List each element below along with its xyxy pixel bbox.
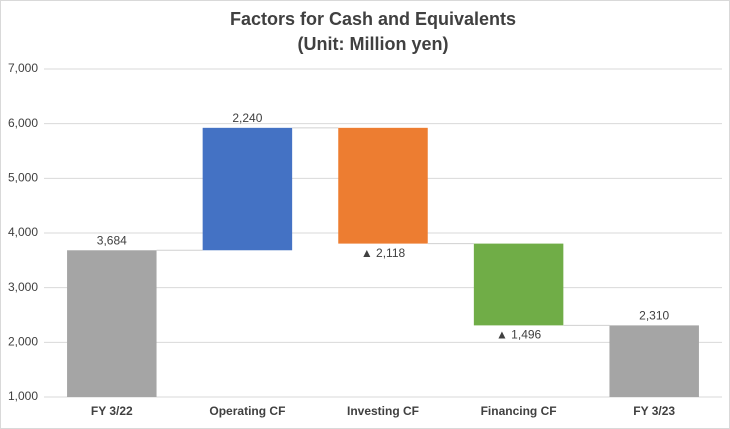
- bar: [67, 250, 157, 397]
- value-label: ▲ 1,496: [496, 328, 542, 342]
- value-label: ▲ 2,118: [361, 246, 406, 260]
- bar: [473, 243, 564, 326]
- y-tick-label: 5,000: [8, 171, 38, 185]
- x-tick-label: Operating CF: [209, 404, 285, 418]
- chart-title: Factors for Cash and Equivalents: [230, 9, 516, 29]
- y-tick-label: 2,000: [8, 335, 38, 349]
- y-tick-label: 7,000: [8, 61, 38, 75]
- value-label: 2,240: [232, 111, 262, 125]
- y-tick-label: 4,000: [8, 225, 38, 239]
- bar: [338, 127, 428, 244]
- bar: [202, 127, 293, 251]
- chart-subtitle: (Unit: Million yen): [298, 34, 449, 54]
- x-tick-label: Investing CF: [347, 404, 419, 418]
- x-tick-label: FY 3/22: [91, 404, 133, 418]
- bar: [609, 325, 699, 397]
- value-label: 3,684: [97, 233, 127, 247]
- x-tick-label: FY 3/23: [633, 404, 675, 418]
- y-tick-label: 3,000: [8, 280, 38, 294]
- y-tick-label: 1,000: [8, 389, 38, 403]
- x-tick-label: Financing CF: [481, 404, 557, 418]
- y-tick-label: 6,000: [8, 116, 38, 130]
- value-label: 2,310: [639, 309, 669, 323]
